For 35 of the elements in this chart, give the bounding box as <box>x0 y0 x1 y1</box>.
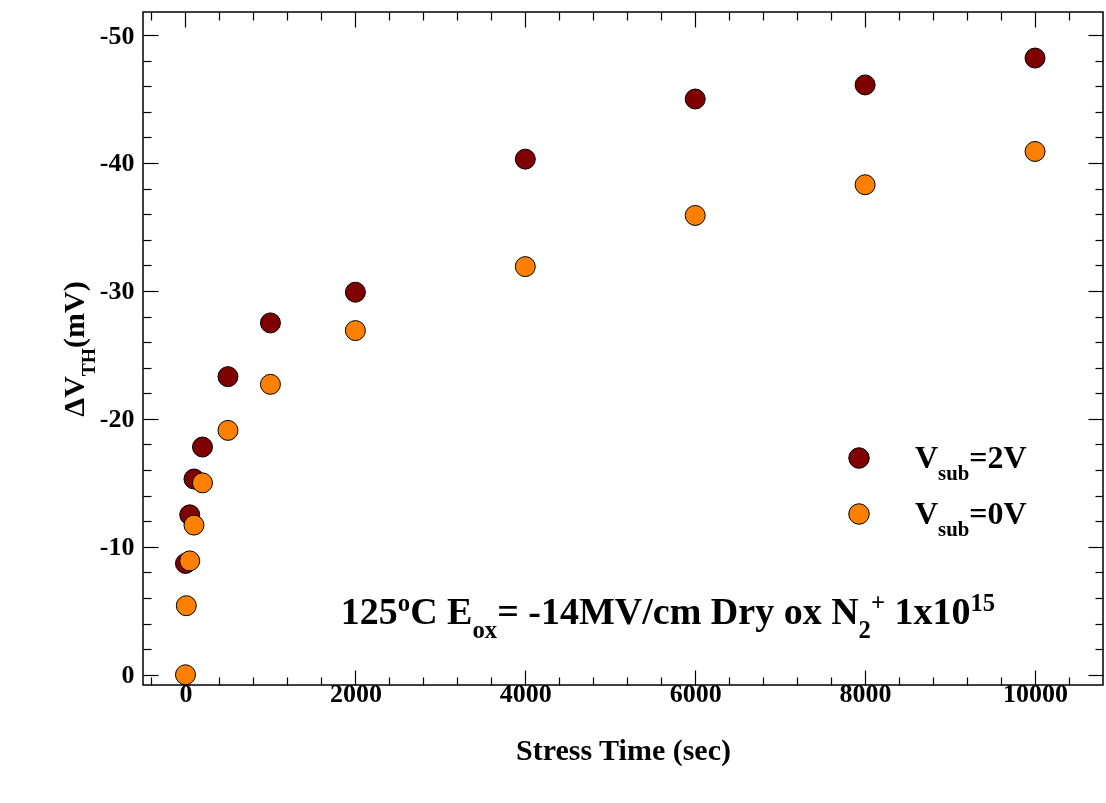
point <box>175 595 197 617</box>
point <box>514 148 536 170</box>
point <box>217 366 239 388</box>
point <box>174 664 196 686</box>
point <box>854 174 876 196</box>
x-tick-label: 4000 <box>499 678 552 708</box>
point <box>183 514 205 536</box>
x-tick-label: 8000 <box>839 678 892 708</box>
y-tick-label: -50 <box>99 20 135 50</box>
point <box>344 320 366 342</box>
point <box>217 419 239 441</box>
x-tick-label: 2000 <box>329 678 382 708</box>
x-axis-title: Stress Time (sec) <box>516 732 731 767</box>
point <box>191 436 213 458</box>
text: 125$^{o}$C E$_{ox}$= -14MV/cm Dry ox N$_{2}$$^{+}$ 1x10$^{15}$ <box>340 588 996 643</box>
point <box>514 256 536 278</box>
point <box>684 204 706 226</box>
point <box>259 373 281 395</box>
y-tick-label: -30 <box>99 276 135 306</box>
point <box>191 472 213 494</box>
x-tick-label: 10000 <box>1003 678 1069 708</box>
x-tick-label: 0 <box>179 678 193 708</box>
legend-label: V$_{sub}$=2V <box>915 439 1027 484</box>
point <box>1024 47 1046 69</box>
legend-label: V$_{sub}$=0V <box>915 495 1027 540</box>
point <box>179 550 201 572</box>
y-tick-label: -40 <box>99 148 135 178</box>
point <box>854 74 876 96</box>
point <box>259 312 281 334</box>
point <box>684 88 706 110</box>
x-tick-label: 6000 <box>669 678 722 708</box>
y-tick-label: -20 <box>99 404 135 434</box>
point <box>1024 140 1046 162</box>
point <box>344 281 366 303</box>
y-tick-label: -10 <box>99 532 135 562</box>
